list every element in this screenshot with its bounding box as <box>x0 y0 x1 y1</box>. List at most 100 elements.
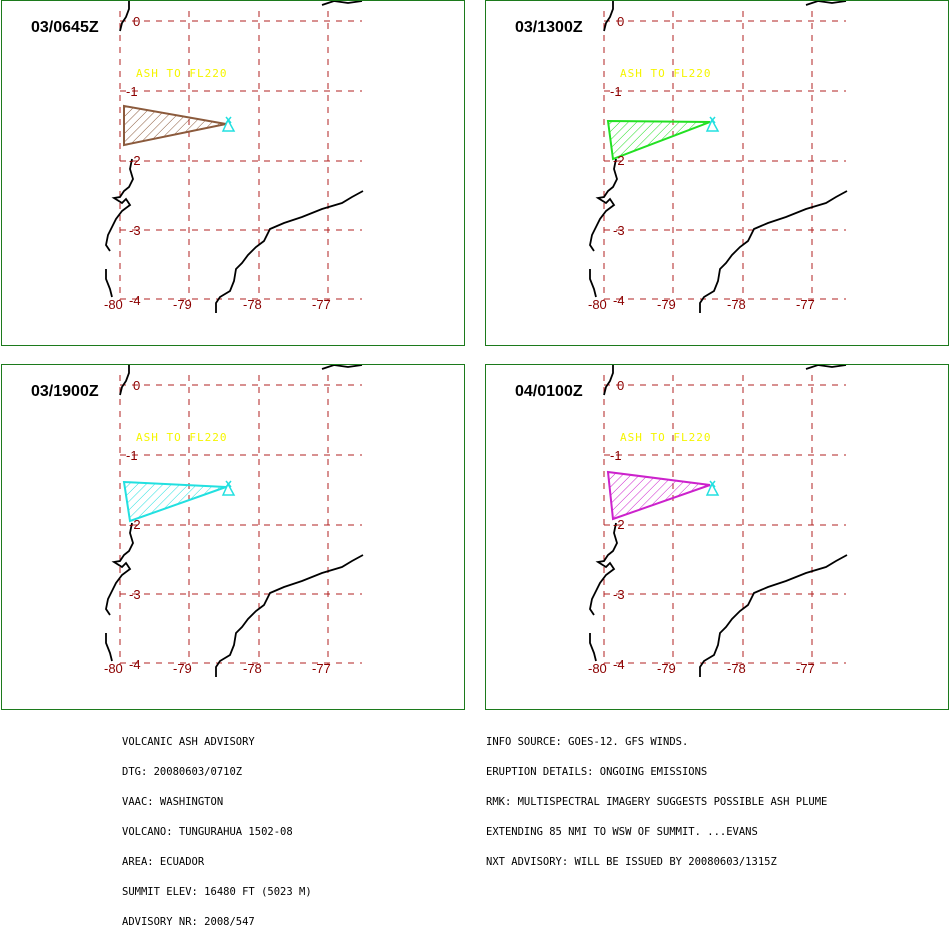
lat-lon-grid <box>119 375 362 665</box>
map-canvas <box>589 1 848 313</box>
advisory-info-source: INFO SOURCE: GOES-12. GFS WINDS. <box>486 736 689 748</box>
map-canvas <box>105 365 364 677</box>
latitude-label: -2 <box>129 153 141 168</box>
longitude-label: -80 <box>588 661 607 676</box>
lat-lon-grid <box>603 11 846 301</box>
latitude-label: 0 <box>133 378 141 393</box>
latitude-label: -3 <box>613 223 625 238</box>
ash-plume-polygon <box>606 119 711 161</box>
lat-lon-grid <box>119 11 362 301</box>
border-northeast <box>805 1 847 6</box>
longitude-label: -77 <box>796 297 815 312</box>
longitude-label: -78 <box>243 661 262 676</box>
coastline-north <box>119 365 130 396</box>
ash-plume-polygon <box>606 470 711 521</box>
advisory-header-block: VOLCANIC ASH ADVISORY DTG: 20080603/0710… <box>122 717 312 937</box>
advisory-area: AREA: ECUADOR <box>122 856 205 868</box>
advisory-number: ADVISORY NR: 2008/547 <box>122 916 255 928</box>
valid-time-label: 04/0100Z <box>515 383 583 400</box>
volcano-icon <box>705 480 720 496</box>
advisory-remark-cont: EXTENDING 85 NMI TO WSW OF SUMMIT. ...EV… <box>486 826 758 838</box>
border-northeast <box>321 365 363 370</box>
coastline-north <box>603 1 614 32</box>
ash-level-label: ASH TO FL220 <box>136 67 228 80</box>
border-peru-colombia <box>699 554 848 677</box>
panel-1900z: 03/1900Z ASH TO FL220 0 -1 -2 -3 -4 -80 -79 -78… <box>1 364 465 710</box>
latitude-label: -1 <box>610 448 622 463</box>
longitude-label: -80 <box>104 661 123 676</box>
coastline <box>105 1 364 313</box>
advisory-vaac: VAAC: WASHINGTON <box>122 796 224 808</box>
longitude-label: -79 <box>657 297 676 312</box>
latitude-label: -2 <box>613 153 625 168</box>
advisory-next: NXT ADVISORY: WILL BE ISSUED BY 20080603… <box>486 856 777 868</box>
panel-0100z: 04/0100Z ASH TO FL220 0 -1 -2 -3 -4 -80 -79 -78… <box>485 364 949 710</box>
longitude-label: -77 <box>796 661 815 676</box>
latitude-label: -1 <box>610 84 622 99</box>
coastline-gulf <box>589 522 618 616</box>
ash-level-label: ASH TO FL220 <box>136 431 228 444</box>
coastline-north <box>603 365 614 396</box>
longitude-label: -79 <box>173 297 192 312</box>
map-canvas <box>589 365 848 677</box>
border-peru-colombia <box>215 554 364 677</box>
latitude-label: -1 <box>126 84 138 99</box>
coastline-gulf <box>589 158 618 252</box>
ash-plume-polygon <box>123 104 227 147</box>
longitude-label: -79 <box>657 661 676 676</box>
valid-time-label: 03/1300Z <box>515 19 583 36</box>
valid-time-label: 03/1900Z <box>31 383 99 400</box>
lat-lon-grid <box>603 375 846 665</box>
border-peru-colombia <box>215 190 364 313</box>
latitude-label: -4 <box>613 657 625 672</box>
latitude-label: 0 <box>617 14 625 29</box>
longitude-label: -78 <box>727 661 746 676</box>
latitude-label: -3 <box>129 587 141 602</box>
latitude-label: 0 <box>133 14 141 29</box>
advisory-remark: RMK: MULTISPECTRAL IMAGERY SUGGESTS POSS… <box>486 796 828 808</box>
advisory-title: VOLCANIC ASH ADVISORY <box>122 736 255 748</box>
latitude-label: -4 <box>129 657 141 672</box>
latitude-label: -4 <box>129 293 141 308</box>
ash-plume-polygon <box>122 480 227 523</box>
coastline <box>589 1 848 313</box>
advisory-summit-elev: SUMMIT ELEV: 16480 FT (5023 M) <box>122 886 312 898</box>
latitude-label: -1 <box>126 448 138 463</box>
coastline-south <box>589 269 597 298</box>
border-peru-colombia <box>699 190 848 313</box>
coastline <box>589 365 848 677</box>
volcano-icon <box>221 480 236 496</box>
coastline-south <box>589 633 597 662</box>
longitude-label: -77 <box>312 297 331 312</box>
panel-0645z: 03/0645Z ASH TO FL220 0 -1 -2 -3 -4 -80 -79 -78… <box>1 0 465 346</box>
latitude-label: -4 <box>613 293 625 308</box>
advisory-details-block: INFO SOURCE: GOES-12. GFS WINDS. ERUPTIO… <box>486 717 827 877</box>
latitude-label: -2 <box>613 517 625 532</box>
coastline-gulf <box>105 522 134 616</box>
advisory-dtg: DTG: 20080603/0710Z <box>122 766 243 778</box>
ash-level-label: ASH TO FL220 <box>620 431 712 444</box>
longitude-label: -79 <box>173 661 192 676</box>
latitude-label: -3 <box>613 587 625 602</box>
latitude-label: -3 <box>129 223 141 238</box>
longitude-label: -78 <box>727 297 746 312</box>
advisory-volcano: VOLCANO: TUNGURAHUA 1502-08 <box>122 826 293 838</box>
longitude-label: -78 <box>243 297 262 312</box>
coastline-north <box>119 1 130 32</box>
ash-level-label: ASH TO FL220 <box>620 67 712 80</box>
panel-1300z: 03/1300Z ASH TO FL220 0 -1 -2 -3 -4 -80 -79 -78… <box>485 0 949 346</box>
latitude-label: 0 <box>617 378 625 393</box>
longitude-label: -80 <box>104 297 123 312</box>
border-northeast <box>321 1 363 6</box>
border-northeast <box>805 365 847 370</box>
coastline-gulf <box>105 158 134 252</box>
map-canvas <box>105 1 364 313</box>
latitude-label: -2 <box>129 517 141 532</box>
valid-time-label: 03/0645Z <box>31 19 99 36</box>
longitude-label: -77 <box>312 661 331 676</box>
coastline <box>105 365 364 677</box>
coastline-south <box>105 269 113 298</box>
coastline-south <box>105 633 113 662</box>
longitude-label: -80 <box>588 297 607 312</box>
volcano-icon <box>705 116 720 132</box>
